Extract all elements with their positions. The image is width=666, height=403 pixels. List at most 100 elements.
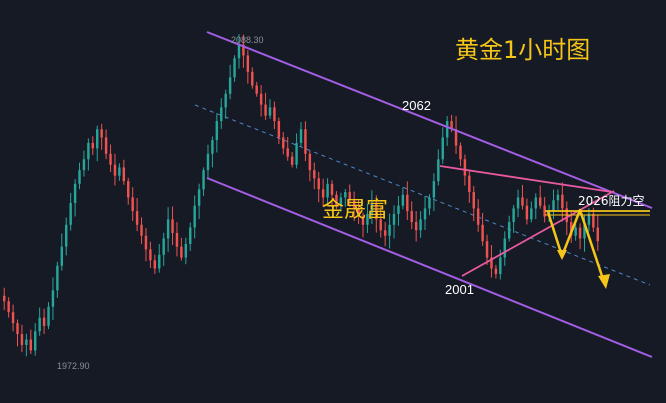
candle-body [375, 202, 378, 220]
candle-body [299, 129, 303, 143]
candle-body [419, 219, 422, 231]
candle-body [206, 153, 210, 171]
candle-body [140, 224, 143, 236]
candle-body [485, 241, 489, 258]
candle-body [259, 93, 263, 105]
candle-body [569, 222, 573, 236]
candle-body [166, 219, 170, 239]
candle-body [454, 129, 458, 146]
candle-body [406, 194, 409, 212]
candle-body [295, 142, 298, 165]
candle-body [118, 167, 121, 176]
candle-body [552, 200, 555, 212]
candle-body [330, 183, 334, 195]
candle-body [317, 178, 320, 190]
candle-body [122, 167, 126, 182]
candle-body [109, 153, 112, 165]
candle-body [525, 205, 529, 220]
candle-body [193, 205, 196, 228]
candle-body [60, 246, 64, 266]
candle-body [592, 213, 595, 228]
candle-body [388, 224, 391, 236]
candle-body [468, 175, 471, 193]
candle-body [481, 224, 484, 242]
candle-body [264, 104, 267, 116]
candle-body [290, 156, 294, 165]
candle-body [242, 44, 245, 56]
candle-body [534, 197, 537, 209]
candle-body [556, 194, 560, 201]
candle-body [78, 170, 81, 184]
candle-body [326, 183, 329, 198]
projection-arrow-head [598, 274, 610, 289]
candle-body [361, 216, 365, 225]
candle-body [228, 77, 232, 94]
candle-body [499, 257, 502, 274]
candle-body [144, 235, 148, 250]
candle-body [423, 208, 427, 220]
candle-body [158, 254, 161, 269]
candle-body [441, 137, 444, 160]
candle-body [521, 197, 524, 206]
candles-layer [2, 34, 600, 357]
projection-arrow-head-small [557, 250, 567, 260]
candle-body [171, 219, 174, 233]
candle-body [255, 85, 258, 94]
candle-body [91, 142, 95, 149]
candle-body [503, 238, 506, 258]
candle-body [220, 107, 223, 122]
candle-body [113, 164, 117, 176]
candle-body [211, 140, 214, 154]
candle-body [47, 306, 50, 326]
candle-body [397, 205, 400, 214]
resistance-label: 2026阻力空 [578, 194, 645, 208]
candle-body [175, 233, 179, 247]
channel-upper-line [206, 31, 653, 209]
overlay-layer [206, 31, 653, 358]
candle-body [530, 208, 533, 220]
candle-body [180, 246, 183, 258]
candle-body [428, 197, 431, 209]
candle-body [38, 317, 41, 332]
candle-body [29, 339, 33, 351]
candle-body [459, 145, 462, 160]
candle-body [197, 189, 201, 206]
candle-body [87, 142, 90, 160]
candle-body [34, 331, 37, 351]
candle-body [233, 58, 236, 78]
candle-body [25, 339, 28, 345]
candle-body [104, 137, 108, 154]
candle-body [432, 181, 436, 198]
candle-body [476, 208, 480, 225]
candle-body [282, 137, 285, 149]
candle-body [507, 222, 511, 239]
candle-body [352, 200, 356, 209]
candle-body [313, 170, 316, 179]
candle-body [189, 227, 192, 244]
candle-body [321, 189, 325, 198]
candle-body [273, 107, 276, 122]
candle-body [268, 107, 272, 116]
candle-body [149, 249, 152, 261]
candle-body [51, 290, 55, 307]
candle-body [574, 227, 577, 236]
candle-body [494, 268, 498, 274]
candle-body [69, 202, 72, 225]
candle-body [357, 208, 360, 217]
candle-body [543, 205, 546, 217]
candle-body [237, 44, 241, 59]
high-price-label: 2088.30 [231, 35, 264, 45]
candle-body [20, 334, 24, 345]
candle-body [153, 260, 157, 269]
candle-body [277, 121, 281, 138]
candle-body [516, 197, 520, 209]
candle-body [16, 323, 19, 335]
candle-body [224, 93, 227, 108]
candle-body [82, 159, 86, 171]
channel-lower-line [206, 177, 653, 358]
candle-body [202, 170, 205, 190]
candle-body [162, 238, 165, 255]
candle-body [344, 192, 347, 198]
